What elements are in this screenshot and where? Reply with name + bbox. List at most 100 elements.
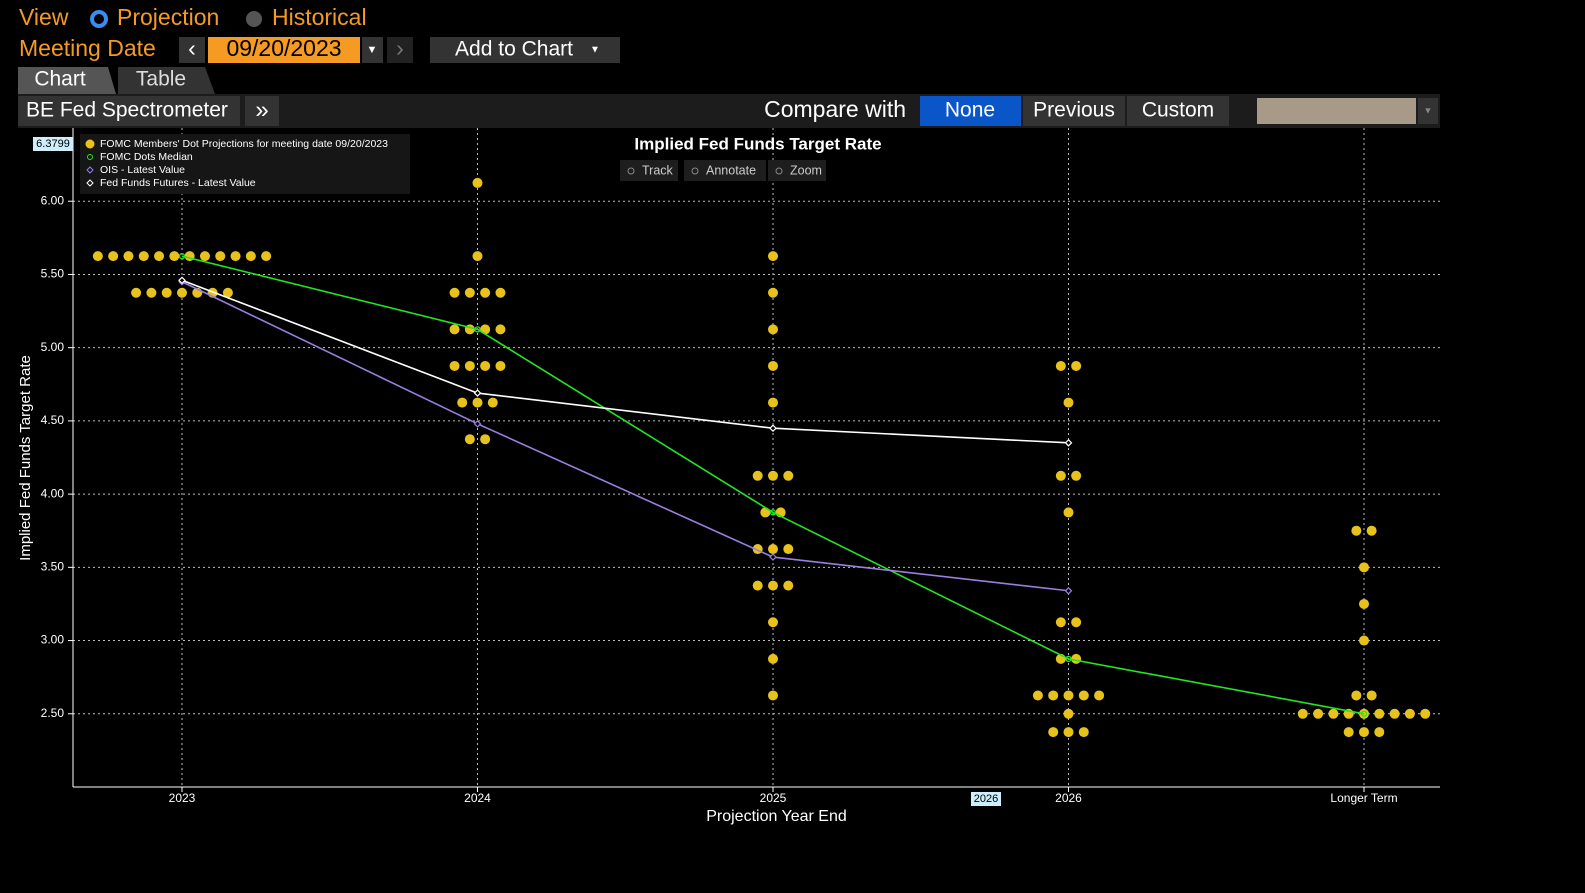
dot xyxy=(123,251,134,262)
dot xyxy=(1094,690,1105,701)
y-tick-label: 2.50 xyxy=(41,706,65,720)
marker xyxy=(1064,586,1073,595)
dot xyxy=(449,287,460,298)
dropdown-icon: ▼ xyxy=(1424,105,1433,115)
tool-button[interactable] xyxy=(620,160,678,181)
radio-selected[interactable] xyxy=(90,10,108,28)
tool-button[interactable] xyxy=(768,160,826,181)
legend-label: OIS - Latest Value xyxy=(100,164,185,176)
dot xyxy=(261,251,272,262)
dot xyxy=(768,360,778,371)
chart-title: Implied Fed Funds Target Rate xyxy=(634,134,881,153)
compare-option-button[interactable] xyxy=(1127,96,1229,126)
dot xyxy=(457,397,468,408)
x-tick-label: 2025 xyxy=(760,791,787,805)
compare-option-selected[interactable] xyxy=(920,96,1021,126)
dot xyxy=(1420,708,1431,719)
y-tick-label: 6.00 xyxy=(41,193,65,207)
dot xyxy=(480,287,491,298)
tool-icon xyxy=(775,167,783,175)
cursor-x: 2026 xyxy=(974,793,998,805)
y-tick-label: 4.50 xyxy=(41,413,65,427)
dot xyxy=(495,287,506,298)
x-tick-label: 2026 xyxy=(1055,791,1082,805)
tab-active[interactable] xyxy=(18,67,116,94)
legend-marker xyxy=(86,179,94,187)
dot xyxy=(1071,617,1082,628)
dot xyxy=(783,544,794,555)
dot xyxy=(108,251,119,262)
x-axis-label: Projection Year End xyxy=(706,808,847,825)
date-field[interactable] xyxy=(208,37,360,63)
legend-marker xyxy=(87,154,93,160)
next-button[interactable] xyxy=(387,37,413,63)
dot xyxy=(768,251,778,262)
dot xyxy=(464,287,475,298)
dot xyxy=(222,287,233,298)
compare-option: Custom xyxy=(1142,99,1214,122)
y-tick-label: 3.50 xyxy=(41,560,65,574)
dot xyxy=(472,177,483,188)
x-tick-label: Longer Term xyxy=(1330,791,1397,805)
dot xyxy=(768,580,778,591)
radio[interactable] xyxy=(246,11,262,27)
line xyxy=(181,279,1069,444)
tab[interactable] xyxy=(118,67,215,94)
dot xyxy=(161,287,172,298)
dot xyxy=(495,324,506,335)
compare-option-button[interactable] xyxy=(1023,96,1125,126)
dot xyxy=(199,251,210,262)
add-to-chart-button[interactable] xyxy=(430,37,620,63)
dropdown-button[interactable] xyxy=(362,37,383,63)
dot xyxy=(1351,525,1362,536)
dot xyxy=(1359,562,1369,573)
x-tick-label: 2023 xyxy=(169,791,196,805)
legend-box xyxy=(80,134,410,194)
dot xyxy=(449,360,460,371)
tab: Table xyxy=(136,68,186,91)
tool-label: Annotate xyxy=(706,163,756,177)
dot xyxy=(215,251,226,262)
dot xyxy=(138,251,149,262)
compare-label: Compare with xyxy=(764,96,906,122)
line xyxy=(181,255,1365,715)
y-tick-label: 3.00 xyxy=(41,633,65,647)
prev-button[interactable] xyxy=(179,37,205,63)
dot xyxy=(1032,690,1043,701)
legend-label: Fed Funds Futures - Latest Value xyxy=(100,177,256,189)
chart: 2.50 3.00 3.50 4.00 4.50 5.00 5.50 6.00 2023 2024… xyxy=(17,128,1440,825)
marker xyxy=(769,553,777,561)
dot xyxy=(169,251,180,262)
custom-dropdown[interactable] xyxy=(1418,98,1438,124)
custom-field[interactable] xyxy=(1257,98,1416,124)
dot xyxy=(783,580,794,591)
dot xyxy=(1063,397,1074,408)
dot xyxy=(131,287,142,298)
add-to-chart: Add to Chart xyxy=(455,38,573,61)
toolbar-title: BE Fed Spectrometer xyxy=(26,99,228,122)
view-option[interactable]: Projection xyxy=(117,4,219,30)
dot xyxy=(768,617,778,628)
view-label: View xyxy=(19,4,69,30)
tab: Chart xyxy=(34,68,86,91)
dot xyxy=(768,397,778,408)
marker xyxy=(769,509,777,516)
view-option[interactable]: Historical xyxy=(272,4,367,30)
dropdown-icon: ▼ xyxy=(590,45,600,56)
tool-button[interactable] xyxy=(684,160,766,181)
dot xyxy=(1055,360,1066,371)
prev-icon: ‹ xyxy=(188,35,196,61)
dot xyxy=(1351,690,1362,701)
dot xyxy=(1404,708,1415,719)
x-tick-label: 2024 xyxy=(464,791,491,805)
dot xyxy=(1055,617,1066,628)
dot xyxy=(768,470,778,481)
legend-label: FOMC Members' Dot Projections for meetin… xyxy=(100,138,388,150)
dot xyxy=(1313,708,1324,719)
dot xyxy=(1048,727,1059,738)
dot xyxy=(1359,635,1369,646)
dot xyxy=(1063,690,1074,701)
dropdown-icon: ▼ xyxy=(367,44,378,56)
expand-button[interactable] xyxy=(245,96,279,126)
